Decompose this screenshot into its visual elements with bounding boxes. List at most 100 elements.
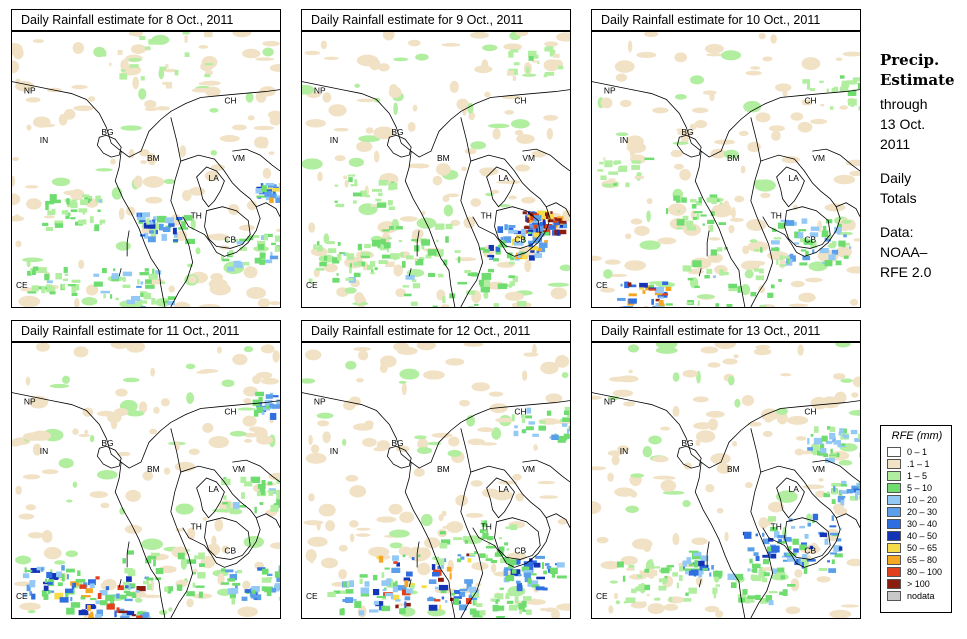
rain-patch <box>448 436 460 447</box>
rain-cell <box>518 603 525 610</box>
rain-cell <box>381 597 387 600</box>
rain-patch <box>23 474 41 480</box>
rain-patch <box>834 391 847 404</box>
rain-cell <box>457 554 462 557</box>
country-label-cb: CB <box>224 234 236 244</box>
rain-cell <box>508 224 516 228</box>
rain-cell <box>710 249 717 256</box>
rain-cell <box>770 240 780 245</box>
rain-cell <box>500 557 505 564</box>
rain-patch <box>674 93 687 100</box>
rain-cell <box>61 576 65 582</box>
rain-patch <box>32 443 42 456</box>
rain-patch <box>214 518 224 532</box>
rain-patch <box>316 412 334 419</box>
rain-cell <box>264 586 273 593</box>
rain-cell <box>794 558 800 566</box>
rain-cell <box>804 533 809 539</box>
legend-item: 1 – 5 <box>887 470 947 482</box>
rain-patch <box>369 58 381 71</box>
rain-patch <box>627 40 633 53</box>
rain-cell <box>117 585 124 591</box>
rain-cell <box>840 490 848 494</box>
rain-cell <box>451 592 455 596</box>
rain-cell <box>128 584 131 590</box>
rain-cell <box>551 434 559 441</box>
rain-patch <box>256 435 274 445</box>
country-label-la: LA <box>499 173 510 183</box>
border-line <box>460 428 484 618</box>
rain-cell <box>517 252 521 258</box>
border-line <box>12 81 280 158</box>
border-line <box>698 579 702 588</box>
rain-patch <box>356 98 376 103</box>
legend-label: 0 – 1 <box>907 447 928 457</box>
rain-cell <box>768 538 774 542</box>
rain-cell <box>384 592 392 597</box>
rain-cell <box>244 589 251 593</box>
rain-patch <box>445 358 465 366</box>
rain-cell <box>778 278 782 282</box>
rain-cell <box>276 479 280 484</box>
rain-cell <box>807 522 811 527</box>
border-line <box>784 206 831 249</box>
rain-cell <box>378 260 388 264</box>
rain-patch <box>193 569 198 573</box>
rain-patch <box>842 51 860 57</box>
rain-cell <box>155 577 162 580</box>
rain-patch <box>155 297 171 307</box>
rain-cell <box>397 585 407 591</box>
rain-patch <box>441 43 461 47</box>
rain-patch <box>150 367 156 377</box>
rain-cell <box>88 579 96 586</box>
rain-cell <box>696 213 700 220</box>
rain-cell <box>639 172 642 176</box>
rain-cell <box>99 220 103 226</box>
rain-cell <box>676 582 679 589</box>
rain-patch <box>18 295 41 307</box>
rain-cell <box>71 584 75 592</box>
rain-cell <box>131 614 136 617</box>
rain-cell <box>523 561 534 567</box>
rain-cell <box>478 279 488 286</box>
rain-cell <box>762 532 765 537</box>
rain-cell <box>508 261 515 265</box>
rain-cell <box>660 293 669 296</box>
rain-cell <box>824 538 829 545</box>
rain-patch <box>790 112 804 121</box>
rain-cell <box>563 410 570 415</box>
rain-cell <box>651 569 658 576</box>
rain-cell <box>375 601 384 607</box>
rain-patch <box>12 193 21 206</box>
country-label-th: TH <box>771 522 782 532</box>
rain-cell <box>682 215 689 221</box>
rain-patch <box>413 467 425 477</box>
rain-cell <box>136 216 146 220</box>
rain-cell <box>131 295 141 302</box>
rain-cell <box>396 562 400 567</box>
rain-cell <box>390 253 400 260</box>
rain-patch <box>155 106 171 111</box>
rain-cell <box>549 49 556 57</box>
rain-patch <box>794 448 804 456</box>
rain-patch <box>255 57 275 61</box>
rain-cell <box>241 492 245 499</box>
rain-cell <box>468 586 477 592</box>
rain-cell <box>469 553 476 556</box>
rain-cell <box>359 578 363 585</box>
rain-patch <box>482 44 498 52</box>
rain-cell <box>762 577 768 583</box>
rain-cell <box>802 79 810 84</box>
rain-cell <box>557 435 566 443</box>
rain-patch <box>838 459 853 466</box>
rain-patch <box>244 432 258 438</box>
rain-cell <box>199 563 205 568</box>
rain-cell <box>467 558 472 563</box>
rain-patch <box>81 296 98 306</box>
rain-cell <box>177 552 185 560</box>
rain-cell <box>794 242 799 245</box>
rain-patch <box>840 378 853 383</box>
rain-cell <box>858 490 860 494</box>
